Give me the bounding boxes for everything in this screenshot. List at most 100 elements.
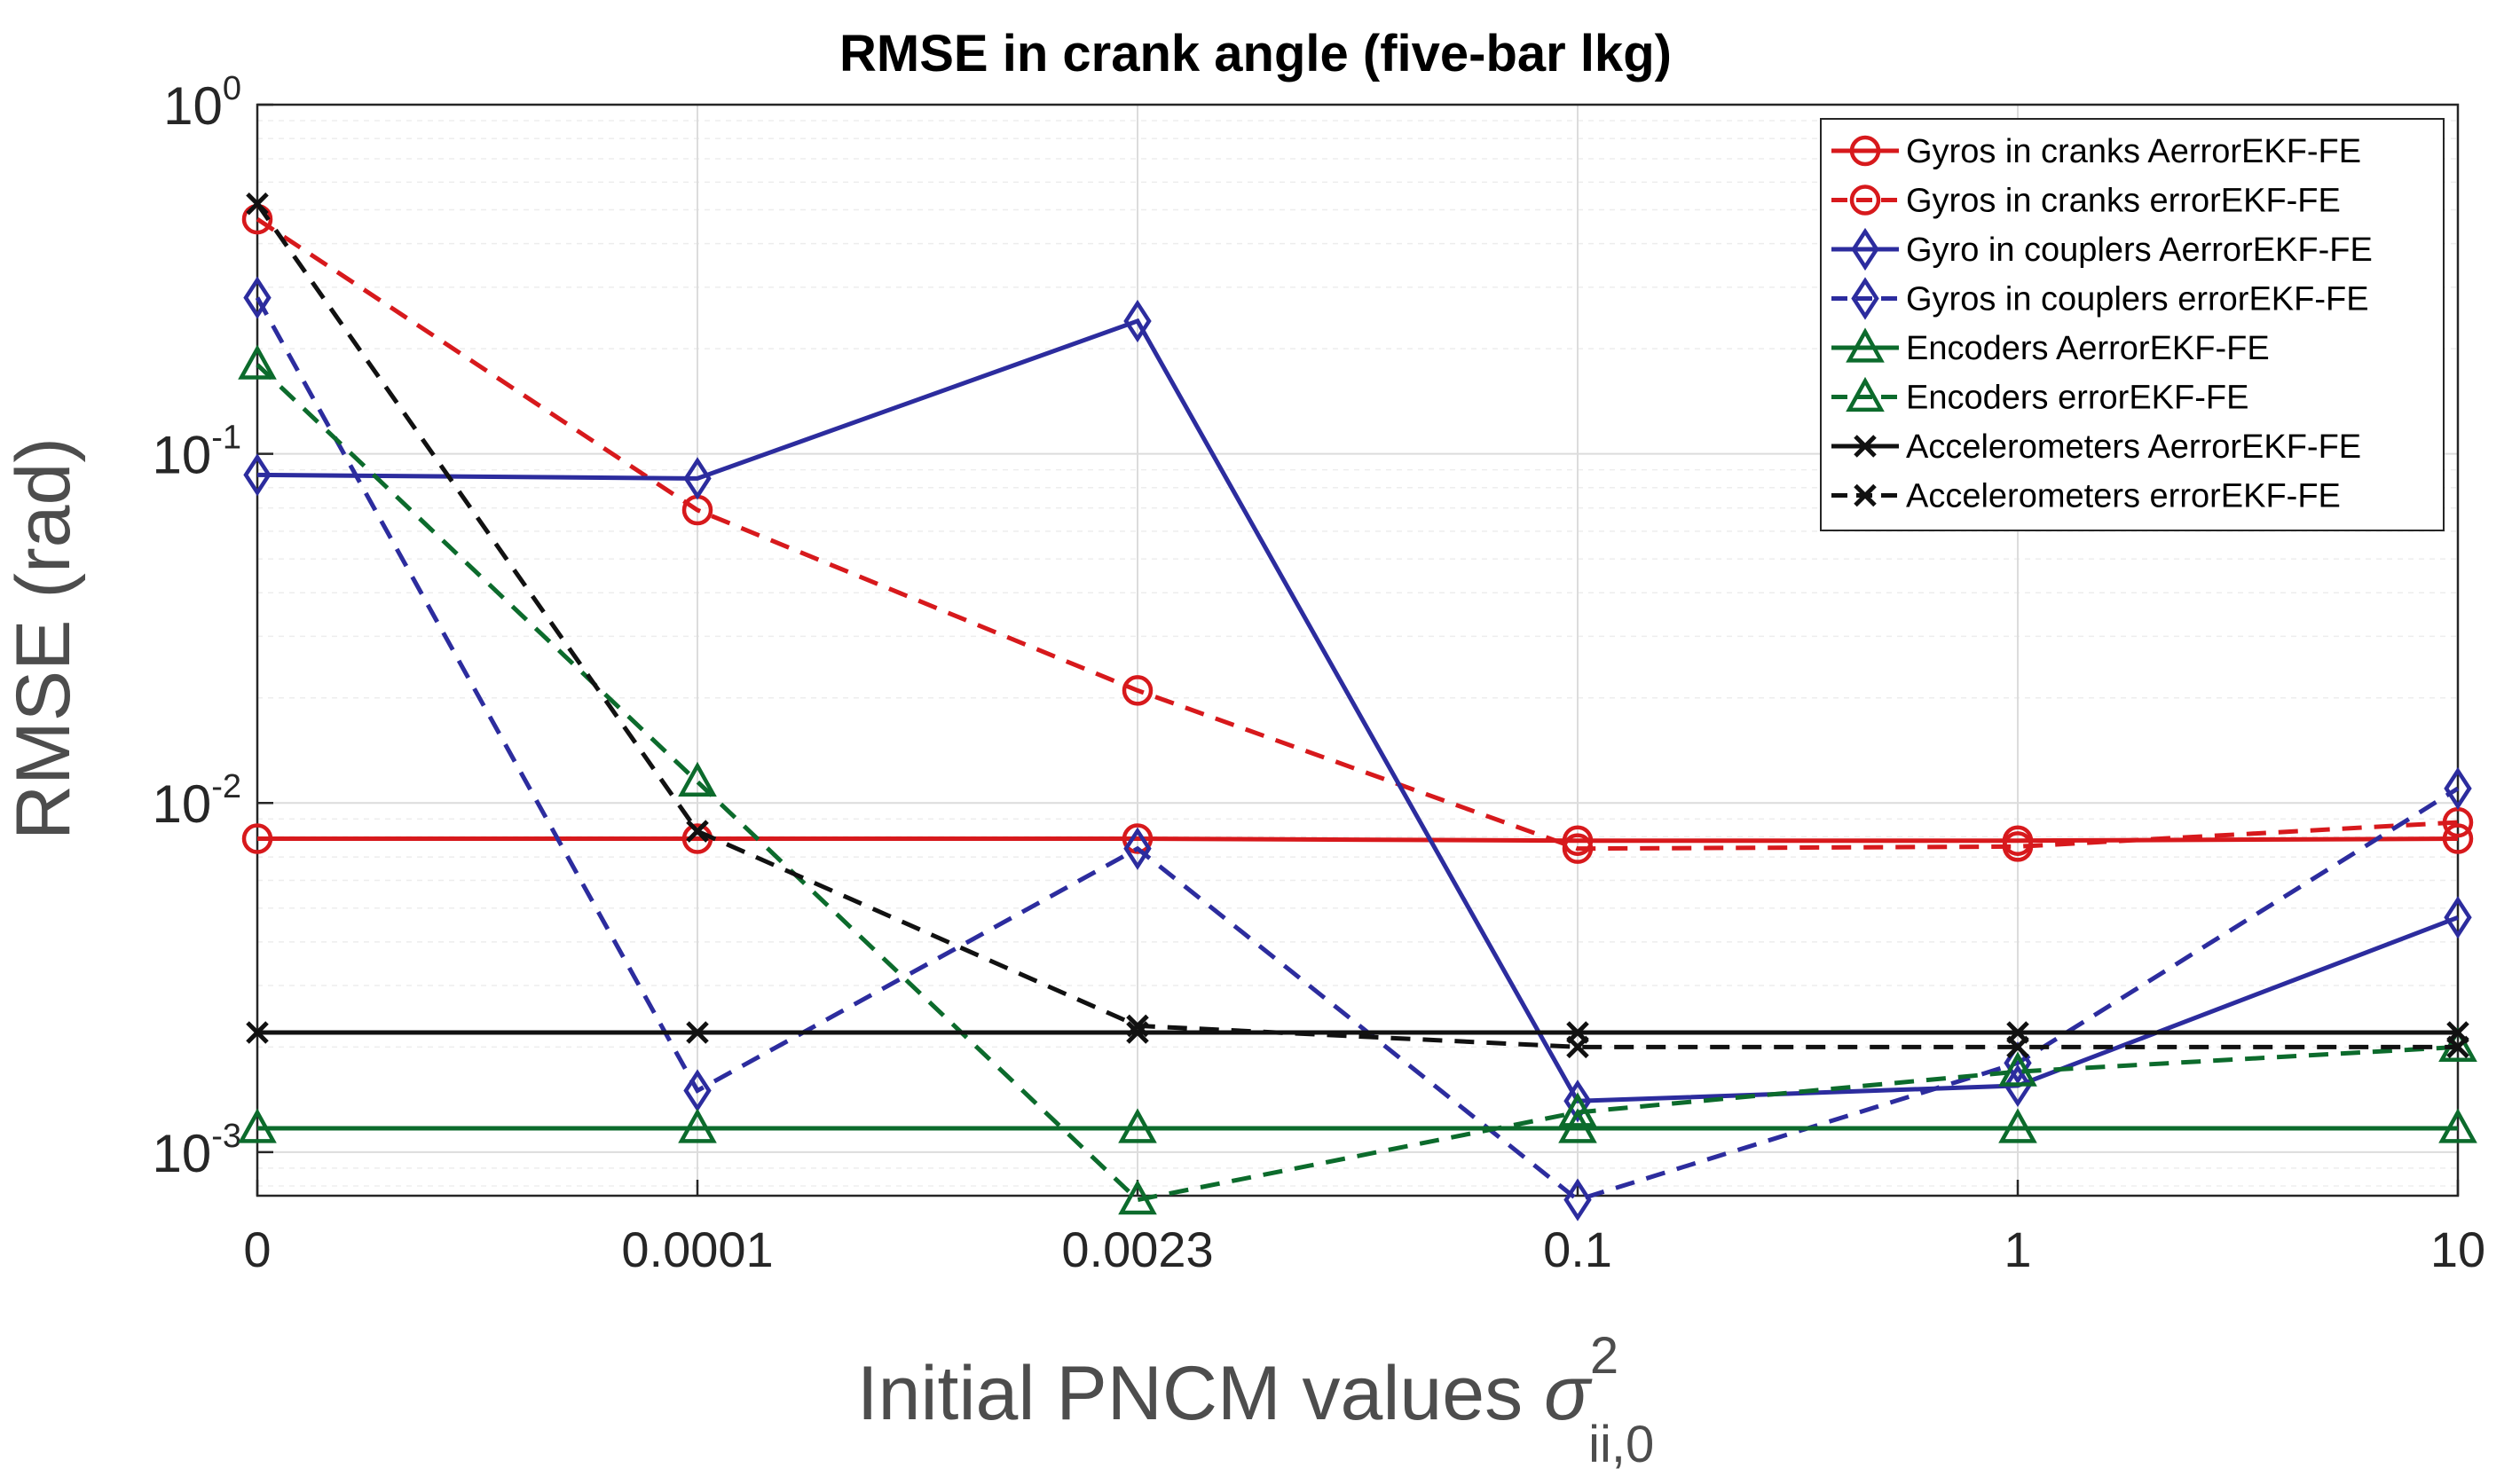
x-axis-label-sigma: σ xyxy=(1544,1351,1593,1436)
y-tick-base: 10 xyxy=(152,774,211,834)
y-tick-exponent: -2 xyxy=(211,768,241,805)
data-point xyxy=(1122,823,1154,854)
data-point xyxy=(2002,831,2034,862)
series-line xyxy=(256,216,2459,852)
x-tick-label: 10 xyxy=(2430,1221,2485,1277)
data-point xyxy=(2446,1035,2469,1059)
legend-label: Encoders errorEKF-FE xyxy=(1906,380,2248,417)
data-point xyxy=(2006,1035,2029,1059)
data-point xyxy=(2004,1064,2032,1108)
x-axis-label-superscript: 2 xyxy=(1590,1327,1618,1385)
legend-marker xyxy=(1846,327,1885,363)
data-point xyxy=(2444,896,2472,939)
data-point xyxy=(238,1108,277,1143)
x-tick-label: 0.1 xyxy=(1543,1221,1612,1277)
y-tick-label: 10-2 xyxy=(152,768,241,834)
data-point xyxy=(1563,1178,1592,1221)
legend-entry: Encoders AerrorEKF-FE xyxy=(1831,327,2270,367)
legend-entry: Gyros in cranks AerrorEKF-FE xyxy=(1831,133,2361,170)
y-tick-label: 10-3 xyxy=(152,1118,241,1183)
data-point xyxy=(1118,1108,1157,1143)
y-tick-label: 10-1 xyxy=(152,420,241,485)
legend-marker xyxy=(1849,185,1881,216)
legend-marker xyxy=(1851,277,1879,320)
x-tick-label: 0 xyxy=(243,1221,271,1277)
data-point xyxy=(1562,825,1594,856)
data-point xyxy=(246,1021,269,1044)
y-tick-base: 10 xyxy=(152,1124,211,1183)
data-point xyxy=(1566,1035,1589,1059)
series-8 xyxy=(246,192,2469,1059)
legend-marker xyxy=(1854,483,1877,507)
data-point xyxy=(678,1108,717,1143)
y-tick-base: 10 xyxy=(163,76,223,136)
legend-marker xyxy=(1846,376,1885,412)
data-point xyxy=(686,820,709,843)
x-axis-label: Initial PNCM values σ2 ii,0 xyxy=(857,1327,1655,1473)
legend-label: Accelerometers AerrorEKF-FE xyxy=(1906,428,2361,466)
data-point xyxy=(243,453,272,497)
data-point xyxy=(678,761,717,797)
legend-label: Accelerometers errorEKF-FE xyxy=(1906,478,2341,515)
x-axis-label-subscript: ii,0 xyxy=(1588,1416,1654,1473)
data-point xyxy=(1562,833,1594,864)
legend-entry: Gyros in couplers errorEKF-FE xyxy=(1831,277,2369,320)
series-layer xyxy=(238,192,2477,1221)
legend-entry: Gyro in couplers AerrorEKF-FE xyxy=(1831,227,2373,271)
series-5 xyxy=(238,1108,2477,1143)
y-tick-label: 100 xyxy=(163,70,241,136)
y-tick-base: 10 xyxy=(152,426,211,485)
data-point xyxy=(2442,823,2474,854)
data-point xyxy=(1998,1051,2037,1087)
series-line xyxy=(256,363,2459,1203)
chart-title: RMSE in crank angle (five-bar lkg) xyxy=(839,25,1672,82)
x-tick-label: 1 xyxy=(2004,1221,2031,1277)
data-point xyxy=(683,457,712,500)
data-point xyxy=(1998,1108,2037,1143)
data-point xyxy=(1126,1014,1149,1038)
y-axis-label: RMSE (rad) xyxy=(1,437,86,840)
series-1 xyxy=(241,823,2474,856)
data-point xyxy=(2444,766,2472,811)
legend-box xyxy=(1820,118,2445,531)
y-tick-exponent: -1 xyxy=(211,420,241,457)
y-tick-exponent: 0 xyxy=(223,70,241,107)
series-3 xyxy=(243,299,2472,1123)
legend-label: Gyros in cranks errorEKF-FE xyxy=(1906,183,2341,220)
data-point xyxy=(246,192,269,216)
data-point xyxy=(243,276,272,319)
legend-label: Encoders AerrorEKF-FE xyxy=(1906,330,2270,367)
series-2 xyxy=(241,203,2474,864)
data-point xyxy=(1558,1092,1597,1127)
series-line xyxy=(257,836,2459,844)
x-axis-label-main: Initial PNCM values xyxy=(857,1351,1544,1436)
data-point xyxy=(238,344,277,380)
series-6 xyxy=(238,344,2477,1215)
y-tick-exponent: -3 xyxy=(211,1118,241,1155)
legend: Gyros in cranks AerrorEKF-FE Gyros in cra… xyxy=(1820,118,2445,531)
x-tick-label: 0.0001 xyxy=(621,1221,773,1277)
legend-entry: Gyros in cranks errorEKF-FE xyxy=(1831,183,2341,220)
legend-marker xyxy=(1849,135,1881,167)
legend-marker xyxy=(1854,435,1877,458)
legend-entry: Accelerometers errorEKF-FE xyxy=(1831,478,2341,515)
data-point xyxy=(1123,827,1152,870)
data-point xyxy=(241,823,273,854)
legend-label: Gyros in cranks AerrorEKF-FE xyxy=(1906,133,2361,170)
data-point xyxy=(2438,1108,2477,1143)
legend-marker xyxy=(1851,227,1879,271)
x-tick-label: 0.0023 xyxy=(1061,1221,1213,1277)
series-7 xyxy=(246,1021,2469,1044)
legend-entry: Accelerometers AerrorEKF-FE xyxy=(1831,428,2361,466)
legend-label: Gyros in couplers errorEKF-FE xyxy=(1906,281,2369,318)
data-point xyxy=(1118,1179,1157,1215)
data-point xyxy=(1122,675,1154,706)
legend-label: Gyro in couplers AerrorEKF-FE xyxy=(1906,232,2373,269)
plot-frame xyxy=(256,103,2460,1197)
data-point xyxy=(1123,299,1152,343)
series-line xyxy=(256,318,2459,1103)
data-point xyxy=(1563,1080,1592,1123)
